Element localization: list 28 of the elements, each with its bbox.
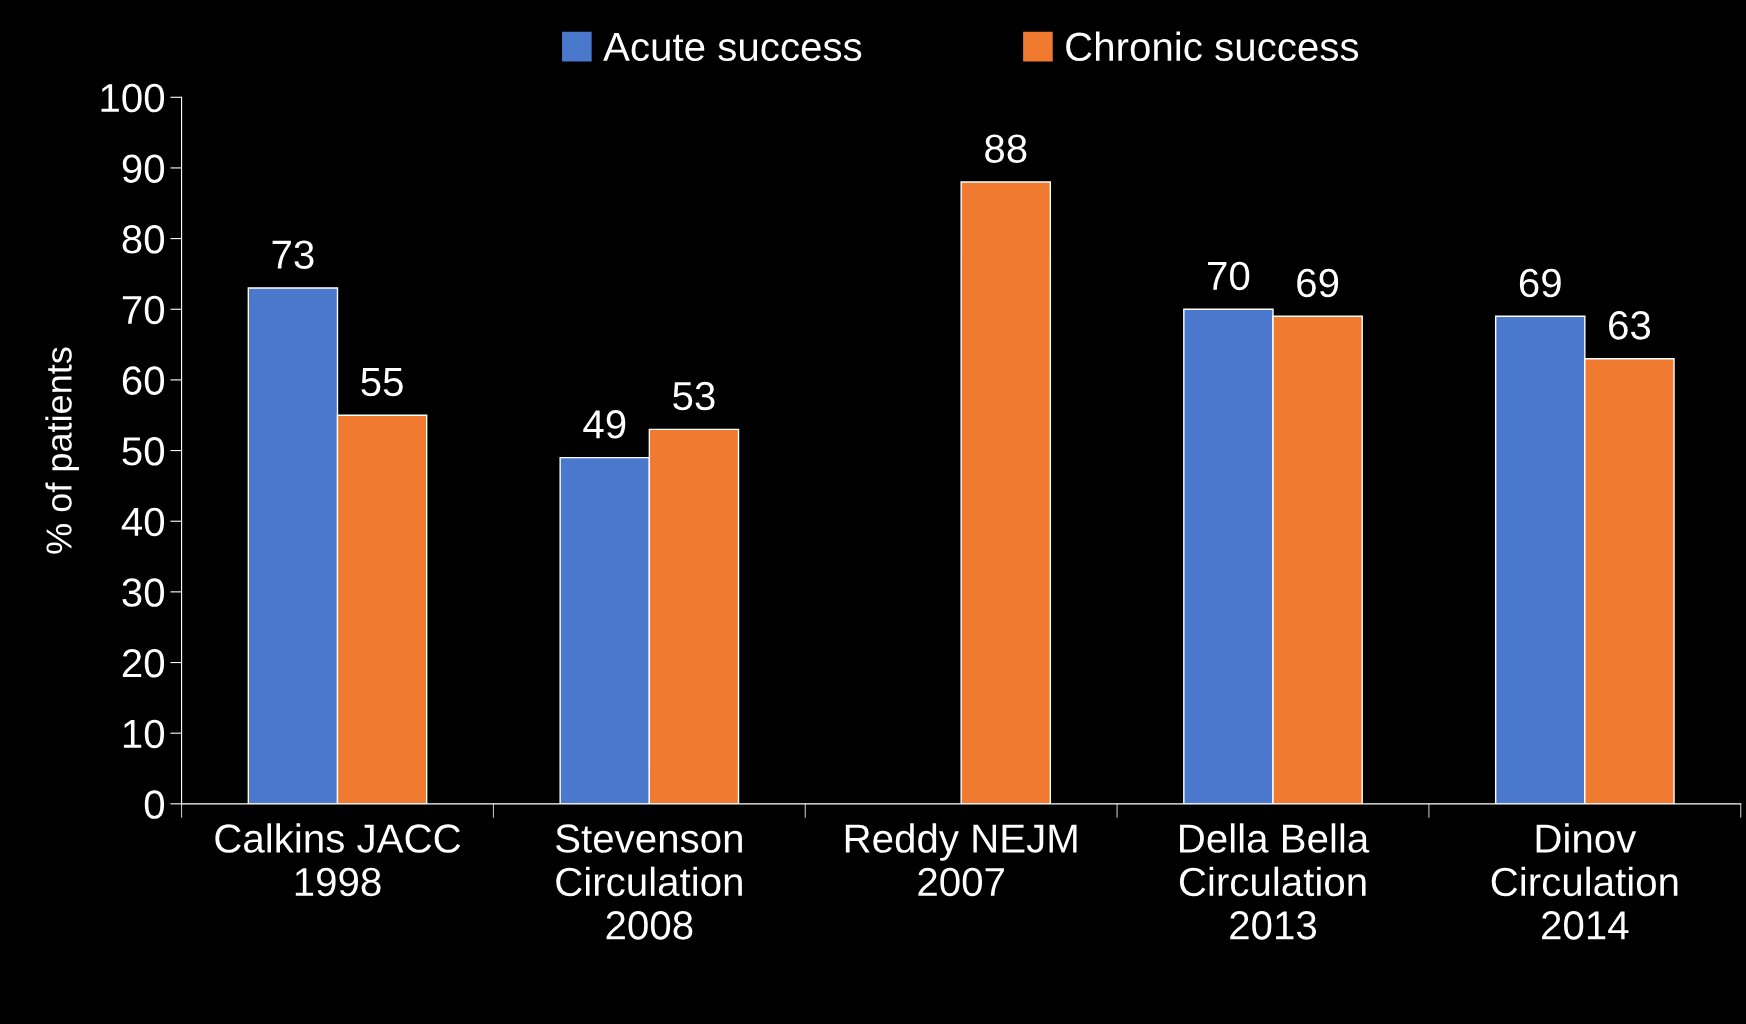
legend-label: Chronic success (1066, 31, 1359, 62)
y-axis-title: % of patients (45, 347, 79, 554)
y-tick-label: 50 (122, 437, 165, 466)
data-label: 69 (1519, 268, 1561, 298)
y-tick-label: 80 (122, 225, 165, 254)
y-tick-label: 100 (101, 83, 165, 113)
x-tick-label: Calkins JACC 1998 (215, 823, 461, 897)
data-label: 55 (361, 368, 403, 397)
legend-label: Acute success (603, 33, 862, 62)
data-label: 63 (1609, 311, 1651, 340)
y-tick-label: 10 (123, 719, 165, 749)
y-tick-label: 0 (144, 790, 165, 819)
y-tick-label: 40 (121, 507, 165, 537)
y-tick-label: 60 (122, 366, 165, 395)
data-label: 69 (1297, 268, 1339, 298)
y-tick-label: 20 (122, 649, 165, 678)
y-tick-label: 90 (122, 154, 165, 183)
data-label: 73 (272, 240, 314, 269)
x-tick-label: Stevenson Circulation 2008 (556, 824, 742, 940)
x-tick-label: Della Bella Circulation 2013 (1179, 823, 1370, 940)
data-label: 49 (583, 410, 626, 439)
x-tick-label: Reddy NEJM 2007 (845, 823, 1077, 897)
y-tick-label: 70 (122, 295, 165, 325)
x-tick-label: Dinov Circulation 2014 (1491, 823, 1678, 940)
data-label: 53 (673, 381, 715, 411)
y-tick-label: 30 (122, 578, 165, 607)
data-label: 70 (1208, 261, 1250, 291)
data-label: 88 (985, 134, 1027, 163)
